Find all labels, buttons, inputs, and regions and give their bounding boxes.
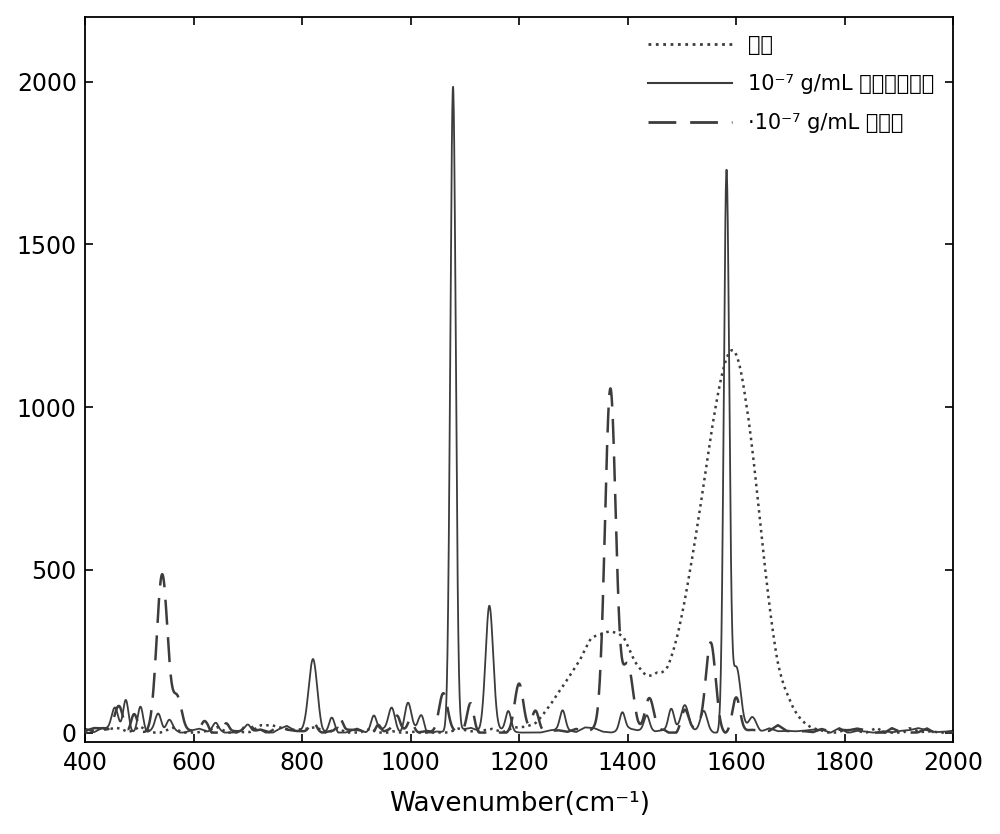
- Legend: 基底, 10⁻⁷ g/mL 对氨基苯硫酟, ·10⁻⁷ g/mL 福美双: 基底, 10⁻⁷ g/mL 对氨基苯硫酟, ·10⁻⁷ g/mL 福美双: [640, 27, 943, 141]
- X-axis label: Wavenumber(cm⁻¹): Wavenumber(cm⁻¹): [389, 791, 650, 817]
